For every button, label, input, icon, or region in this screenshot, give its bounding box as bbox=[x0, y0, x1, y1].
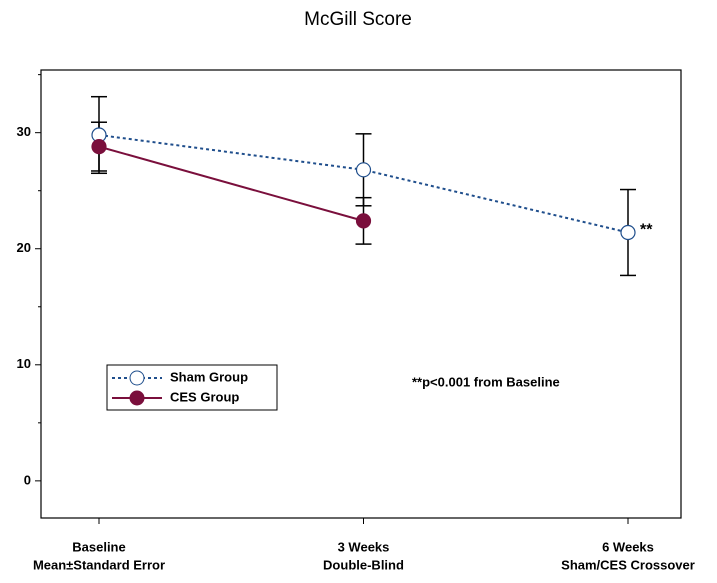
series-line bbox=[98, 145, 364, 222]
marker bbox=[355, 213, 372, 229]
annotation: **p<0.001 from Baseline bbox=[412, 374, 560, 389]
marker bbox=[355, 162, 372, 178]
annotation: ** bbox=[640, 222, 653, 239]
plot-frame bbox=[40, 69, 682, 519]
x-tick-label: Sham/CES Crossover bbox=[561, 557, 695, 572]
y-tick-label: 20 bbox=[17, 240, 31, 255]
x-tick-label: Mean±Standard Error bbox=[33, 557, 165, 572]
marker bbox=[91, 139, 107, 155]
legend-marker bbox=[129, 370, 145, 386]
x-tick-label: 3 Weeks bbox=[338, 539, 390, 554]
legend-label: Sham Group bbox=[170, 369, 248, 384]
legend-label: CES Group bbox=[170, 389, 239, 404]
chart-title: McGill Score bbox=[304, 9, 412, 30]
y-tick-label: 30 bbox=[17, 124, 31, 139]
x-tick-label: 6 Weeks bbox=[602, 539, 654, 554]
x-tick-label: Double-Blind bbox=[323, 557, 404, 572]
y-tick-label: 10 bbox=[17, 356, 31, 371]
legend-marker bbox=[129, 390, 145, 406]
y-tick-label: 0 bbox=[24, 472, 31, 487]
x-tick-label: Baseline bbox=[72, 539, 125, 554]
marker bbox=[620, 224, 636, 241]
